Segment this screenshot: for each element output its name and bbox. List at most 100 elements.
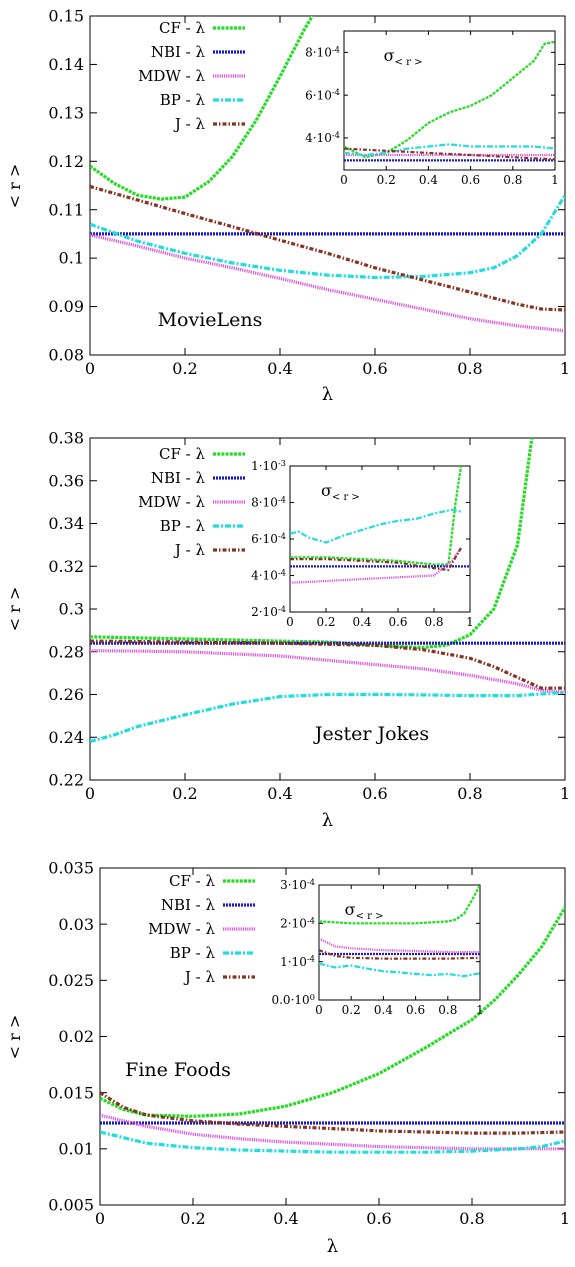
main-x-tick-label: 0.6 [366, 1209, 391, 1228]
legend-label-mdw: MDW - λ [148, 920, 215, 938]
inset-y-tick-label: 2·10-4 [251, 604, 286, 619]
i1-series-bp-line [290, 508, 462, 544]
legend-label-nbi: NBI - λ [161, 896, 216, 914]
inset-label-subscript: < r > [395, 57, 423, 68]
legend-label-bp: BP - λ [170, 944, 216, 962]
main-x-tick-label: 0 [85, 784, 95, 803]
main-y-tick-label: 0.22 [48, 771, 84, 790]
main-y-tick-label: 0.08 [48, 346, 84, 365]
inset-label-sigma: σ [384, 46, 395, 65]
inset-x-tick-label: 0 [340, 173, 348, 187]
inset-y-tick-label: 6·10-4 [251, 531, 286, 546]
legend-label-j: J - λ [173, 541, 206, 559]
main-x-tick-label: 0.4 [273, 1209, 298, 1228]
p0-series-j-line [90, 184, 565, 312]
inset-y-tick-label: 4·10-4 [305, 130, 340, 145]
dataset-label: Fine Foods [125, 1059, 231, 1081]
legend-label-nbi: NBI - λ [151, 469, 206, 487]
legend-label-j: J - λ [173, 115, 206, 133]
inset-x-tick-label: 0.4 [419, 173, 438, 187]
inset-label-subscript: < r > [332, 492, 360, 503]
y-axis-label: < r > [5, 587, 24, 632]
inset-y-tick-label: 1·10-3 [251, 458, 286, 473]
main-y-tick-label: 0.11 [48, 200, 84, 219]
inset-label: σ< r > [345, 900, 384, 922]
inset-y-tick-label: 2·10-4 [280, 915, 315, 930]
i2-series-bp-line [319, 962, 480, 978]
y-axis-label: < r > [5, 1015, 24, 1060]
main-y-tick-label: 0.1 [59, 249, 84, 268]
inset-x-tick-label: 1 [466, 615, 474, 629]
x-axis-label: λ [327, 1236, 338, 1257]
inset-y-tick-label: 8·10-4 [305, 44, 340, 59]
main-x-tick-label: 0 [85, 359, 95, 378]
inset-x-tick-label: 0.2 [377, 173, 396, 187]
inset-chart: 0 0.2 0.4 0.6 0.8 1 2·10-4 4·10-4 6·10-4 8·10-4 1·… [251, 458, 474, 629]
main-x-tick-label: 0.2 [172, 784, 197, 803]
x-axis-label: λ [322, 384, 333, 405]
inset-x-tick-label: 0.8 [424, 615, 443, 629]
p0-series-cf-line [90, 16, 315, 201]
legend-label-cf: CF - λ [159, 445, 205, 463]
y-axis-label: < r > [5, 164, 24, 209]
inset-x-tick-label: 0 [286, 615, 294, 629]
main-y-tick-label: 0.15 [48, 7, 84, 26]
legend-label-cf: CF - λ [159, 19, 205, 37]
main-x-tick-label: 0.4 [267, 359, 292, 378]
p2-series-bp-line [100, 1130, 565, 1154]
main-y-tick-label: 0.34 [48, 514, 84, 533]
main-x-tick-label: 0.8 [457, 359, 482, 378]
inset-x-tick-label: 0.6 [461, 173, 480, 187]
main-y-tick-label: 0.035 [48, 859, 94, 878]
p1-series-cf-line [90, 438, 534, 650]
legend-label-j: J - λ [183, 968, 216, 986]
dataset-label: Jester Jokes [313, 723, 429, 745]
inset-x-tick-label: 0.8 [503, 173, 522, 187]
legend-label-bp: BP - λ [160, 517, 206, 535]
inset-label-sigma: σ [321, 481, 332, 500]
inset-y-tick-label: 0.0·100 [271, 992, 315, 1007]
inset-x-tick-label: 0.6 [406, 1003, 425, 1017]
p0-series-bp-line [90, 194, 565, 280]
inset-y-tick-label: 6·10-4 [305, 87, 340, 102]
main-x-tick-label: 0.2 [172, 359, 197, 378]
main-y-tick-label: 0.03 [58, 915, 94, 934]
i1-series-j-line [290, 547, 462, 572]
inset-x-tick-label: 0 [315, 1003, 323, 1017]
i2-series-j-line [319, 949, 480, 960]
main-y-tick-label: 0.12 [48, 152, 84, 171]
inset-y-tick-label: 4·10-4 [251, 568, 286, 583]
main-x-tick-label: 1 [560, 359, 570, 378]
main-x-tick-label: 1 [560, 1209, 570, 1228]
i2-series-cf-line [319, 885, 480, 925]
p0-series-mdw-line [90, 233, 565, 333]
panel-jester-jokes: 0 0.2 0.4 0.6 0.8 1 0.22 0.24 0.26 0.28 0.3 0.32 0.3… [5, 429, 570, 831]
inset-x-tick-label: 1 [551, 173, 559, 187]
main-y-tick-label: 0.36 [48, 471, 84, 490]
inset-y-tick-label: 3·10-4 [280, 877, 315, 892]
main-x-tick-label: 0 [95, 1209, 105, 1228]
main-y-tick-label: 0.015 [48, 1083, 94, 1102]
main-y-tick-label: 0.26 [48, 685, 84, 704]
inset-frame [318, 884, 481, 1001]
main-x-tick-label: 1 [560, 784, 570, 803]
panel-movielens: 0 0.2 0.4 0.6 0.8 1 0.08 0.09 0.1 0.11 0.12 0.13 0.1… [5, 7, 570, 405]
main-y-tick-label: 0.32 [48, 557, 84, 576]
legend-label-bp: BP - λ [160, 91, 206, 109]
inset-label-subscript: < r > [356, 911, 384, 922]
i1-series-cf-line [290, 466, 463, 566]
i0-series-bp-line [344, 143, 555, 157]
panel-fine-foods: 0 0.2 0.4 0.6 0.8 1 0.005 0.01 0.015 0.02 0.025 0.0… [5, 859, 570, 1257]
legend: CF - λ NBI - λ MDW - λ BP - λ J - λ [148, 872, 255, 986]
main-x-tick-label: 0.6 [362, 359, 387, 378]
inset-x-tick-label: 0.8 [438, 1003, 457, 1017]
inset-x-tick-label: 0.4 [374, 1003, 393, 1017]
inset-x-tick-label: 0.2 [342, 1003, 361, 1017]
i1-series-mdw-line [290, 547, 462, 584]
legend-label-nbi: NBI - λ [151, 43, 206, 61]
p1-series-mdw-line [90, 649, 565, 694]
inset-y-tick-label: 8·10-4 [251, 495, 286, 510]
main-x-tick-label: 0.2 [180, 1209, 205, 1228]
inset-x-tick-label: 0.6 [388, 615, 407, 629]
p1-series-bp-line [90, 690, 565, 744]
